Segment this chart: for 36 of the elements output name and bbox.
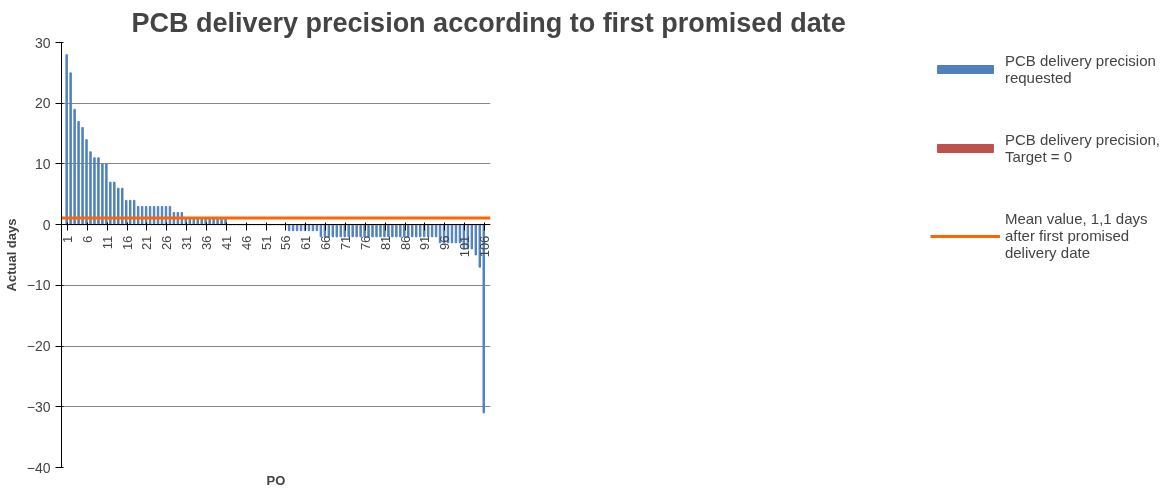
x-tick-label: 16 xyxy=(119,235,135,251)
x-tick-label: 71 xyxy=(338,235,354,251)
legend-label: PCB delivery precision requested xyxy=(1004,52,1156,86)
x-tick-label: 41 xyxy=(218,235,234,251)
y-tick-label: −20 xyxy=(26,338,51,355)
x-tick-label: 106 xyxy=(477,235,493,258)
x-axis-title: PO xyxy=(266,472,286,488)
y-tick-label: 0 xyxy=(42,216,51,233)
x-tick-label: 36 xyxy=(198,235,214,251)
x-tick-label: 6 xyxy=(79,235,95,243)
x-tick-label: 1 xyxy=(59,235,75,243)
x-tick-label: 66 xyxy=(318,235,334,251)
legend-label: PCB delivery precision, Target = 0 xyxy=(1004,131,1160,165)
x-tick-label: 26 xyxy=(159,235,175,251)
x-tick-label: 61 xyxy=(298,235,314,251)
y-tick-label: −40 xyxy=(26,459,51,476)
x-tick-label: 51 xyxy=(258,235,274,251)
y-tick-label: −10 xyxy=(26,277,51,294)
y-tick-label: −30 xyxy=(26,398,51,415)
legend-label: Mean value, 1,1 days after first promised delivery date xyxy=(1004,210,1148,261)
x-tick-label: 86 xyxy=(397,235,413,251)
x-tick-label: 31 xyxy=(179,235,195,251)
x-tick-label: 21 xyxy=(139,235,155,251)
chart-title: PCB delivery precision according to first promised date xyxy=(131,7,846,38)
x-tick-label: 101 xyxy=(457,235,473,258)
x-tick-label: 96 xyxy=(437,235,453,251)
x-tick-label: 76 xyxy=(357,235,373,251)
y-tick-label: 20 xyxy=(34,95,51,112)
x-tick-label: 56 xyxy=(278,235,294,251)
y-tick-label: 30 xyxy=(34,34,51,51)
x-tick-label: 46 xyxy=(238,235,254,251)
y-axis-title: Actual days xyxy=(3,218,19,292)
y-tick-label: 10 xyxy=(34,155,51,172)
x-tick-label: 81 xyxy=(377,235,393,251)
x-tick-label: 91 xyxy=(417,235,433,251)
x-tick-label: 11 xyxy=(99,235,115,250)
